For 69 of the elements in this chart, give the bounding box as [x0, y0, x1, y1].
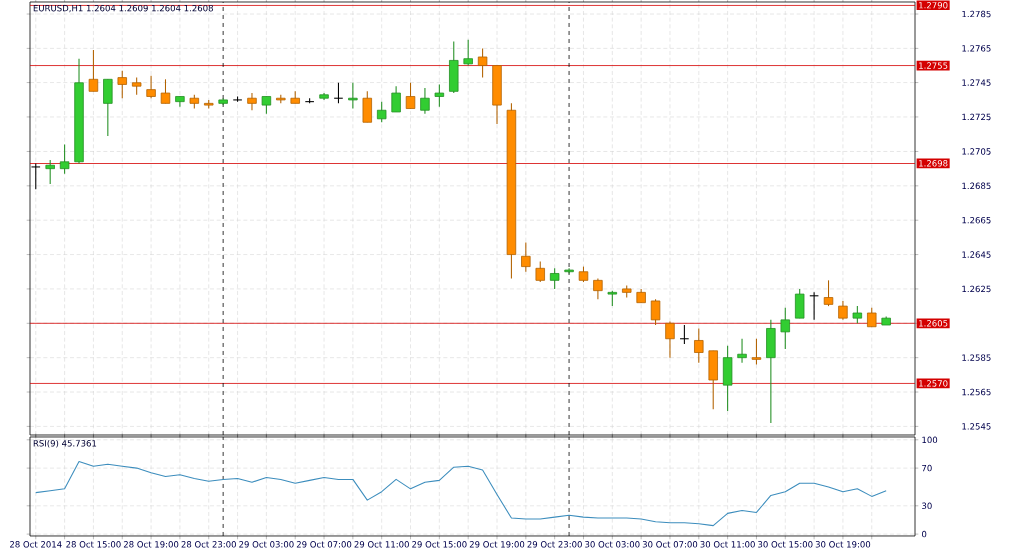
- y-tick-label: 1.2625: [962, 285, 991, 293]
- ref-line-label: 1.2755: [919, 62, 948, 69]
- candlestick: [521, 242, 531, 273]
- candlestick: [593, 278, 603, 300]
- candlestick: [867, 307, 877, 328]
- candlestick: [405, 82, 416, 110]
- x-tick-label: 30 Oct 15:00: [758, 541, 813, 548]
- x-tick-label: 28 Oct 2014: [10, 541, 62, 548]
- y-tick-label: 70: [922, 464, 932, 472]
- candlestick: [348, 82, 358, 110]
- candlestick: [117, 70, 127, 99]
- candlestick: [823, 279, 834, 307]
- ref-line-label: 1.2605: [919, 320, 948, 327]
- chart-title: EURUSD,H1 1.2604 1.2609 1.2604 1.2608: [33, 4, 213, 13]
- y-tick-label: 0: [922, 530, 927, 538]
- candlestick: [247, 92, 257, 111]
- candlestick: [477, 47, 488, 79]
- x-tick-label: 28 Oct 15:00: [66, 541, 121, 548]
- y-tick-label: 100: [922, 436, 938, 444]
- y-tick-label: 1.2705: [962, 148, 991, 155]
- ref-line-label: 1.2698: [919, 160, 948, 167]
- candlestick: [549, 267, 560, 290]
- x-tick-label: 29 Oct 07:00: [296, 541, 352, 548]
- candlestick: [146, 75, 156, 99]
- candlestick: [59, 144, 70, 175]
- x-tick-label: 29 Oct 19:00: [469, 541, 525, 548]
- candlestick: [780, 307, 790, 350]
- x-tick-label: 28 Oct 23:00: [181, 541, 236, 548]
- candlestick: [694, 327, 704, 364]
- candlestick: [391, 85, 401, 113]
- candlestick: [333, 82, 344, 104]
- y-tick-label: 1.2725: [962, 113, 991, 121]
- y-tick-label: 1.2665: [962, 216, 991, 224]
- candlestick: [420, 87, 430, 115]
- x-tick-label: 29 Oct 03:00: [239, 541, 294, 548]
- y-tick-label: 1.2565: [962, 388, 991, 396]
- candlestick: [737, 338, 747, 364]
- y-tick-label: 1.2785: [962, 10, 991, 18]
- y-tick-label: 1.2645: [962, 251, 991, 258]
- x-tick-label: 30 Oct 19:00: [815, 541, 871, 548]
- y-tick-label: 30: [922, 502, 932, 510]
- y-tick-label: 1.2585: [962, 354, 991, 361]
- candlestick: [679, 324, 690, 345]
- x-tick-label: 30 Oct 07:00: [642, 541, 698, 548]
- candlestick: [175, 95, 185, 108]
- x-tick-label: 29 Oct 15:00: [412, 541, 467, 548]
- ref-line-label: 1.2790: [919, 2, 948, 9]
- candlestick: [434, 83, 445, 108]
- candlestick: [45, 159, 55, 185]
- x-tick-label: 29 Oct 11:00: [354, 541, 409, 548]
- x-tick-label: 30 Oct 03:00: [585, 541, 640, 548]
- ref-line-label: 1.2570: [919, 380, 948, 387]
- candlestick: [88, 49, 99, 92]
- y-tick-label: 1.2545: [962, 423, 991, 430]
- y-tick-label: 1.2765: [962, 45, 991, 52]
- x-tick-label: 29 Oct 23:00: [527, 541, 582, 548]
- x-tick-label: 28 Oct 19:00: [123, 541, 179, 548]
- candlestick: [535, 260, 545, 283]
- candlestick: [665, 321, 675, 359]
- x-tick-label: 30 Oct 11:00: [700, 541, 755, 548]
- candlestick: [160, 78, 171, 104]
- candlestick: [838, 300, 848, 321]
- candlestick: [463, 39, 473, 67]
- candlestick: [751, 338, 762, 366]
- y-tick-label: 1.2745: [962, 79, 991, 86]
- y-tick-label: 1.2685: [962, 182, 991, 190]
- chart-title: RSI(9) 45.7361: [33, 439, 97, 448]
- candlestick: [650, 298, 661, 326]
- candlestick: [376, 101, 387, 123]
